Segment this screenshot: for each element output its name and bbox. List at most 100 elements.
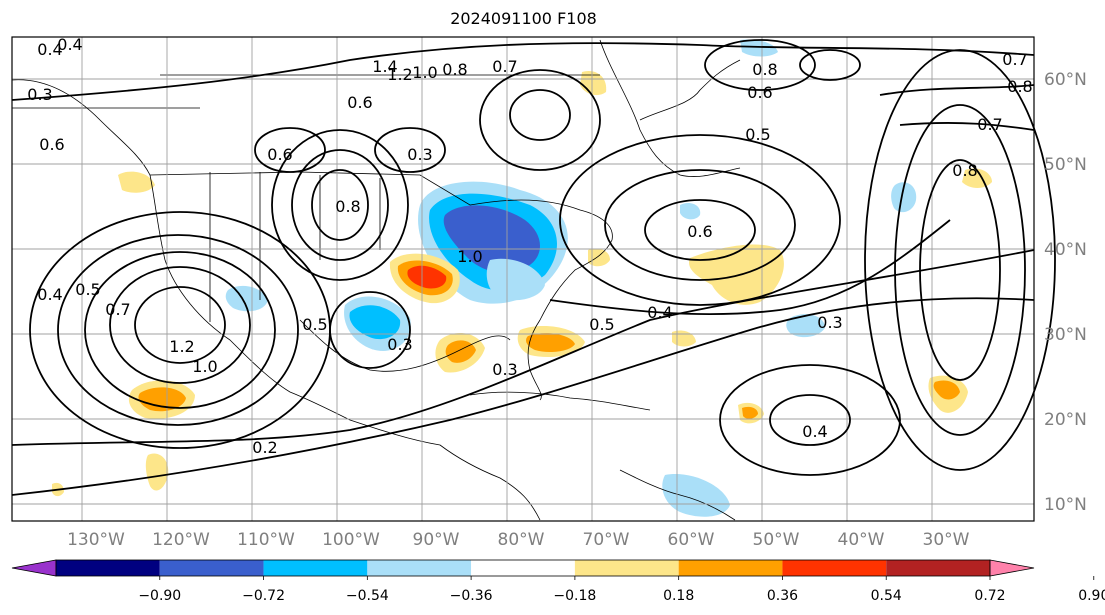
contour-label: 0.5 [745, 125, 770, 144]
contour-label: 0.8 [752, 60, 777, 79]
contour-label: 0.8 [442, 60, 467, 79]
colorbar: −0.90 −0.72 −0.54 −0.36 −0.18 0.18 0.36 0.54 0.7… [11, 559, 1105, 604]
shade-neg-weak [786, 314, 825, 338]
shade-pos-mid [138, 387, 186, 412]
shade-pos-weak [588, 248, 610, 267]
contour-label: 0.6 [687, 222, 712, 241]
contour-label: 0.8 [1007, 77, 1032, 96]
contour-label: 0.3 [817, 313, 842, 332]
contour-label: 0.5 [75, 280, 100, 299]
shade-neg-weak [662, 474, 730, 517]
contour-label: 0.4 [802, 422, 827, 441]
contour-label: 0.2 [252, 438, 277, 457]
map-panel: 0.41.41.2 1.0 0.8 0.70.60.30.80.60.50.80.60… [11, 35, 1056, 522]
contour-label: 0.5 [589, 315, 614, 334]
contour-label: 1.0 [192, 357, 217, 376]
colorbar-tick-label: −0.18 [553, 588, 596, 604]
colorbar-segment [782, 560, 887, 576]
contour-label: 0.5 [302, 315, 327, 334]
contour-lines [11, 39, 1056, 496]
contour-label: 0.6 [39, 135, 64, 154]
contour-label-layer: 0.41.41.2 1.0 0.8 0.70.60.30.80.60.50.80.60… [27, 35, 1032, 457]
shade-pos-weak [672, 330, 696, 347]
contour-label: 0.3 [492, 360, 517, 379]
contour-label: 0.6 [267, 145, 292, 164]
colorbar-tick-label: −0.72 [242, 588, 285, 604]
colorbar-segment [367, 560, 472, 576]
colorbar-segment [886, 560, 990, 576]
contour-label: 1.2 [387, 65, 412, 84]
contour-label: 0.6 [747, 83, 772, 102]
latitude-tick-label: 20°N [1044, 410, 1087, 430]
contour-label: 0.7 [105, 300, 130, 319]
longitude-tick-label: 40°W [838, 530, 885, 550]
contour-label: 0.8 [335, 197, 360, 216]
colorbar-tick-label: 0.18 [663, 588, 694, 604]
contour-label: 0.7 [1002, 50, 1027, 69]
shade-neg-weak [740, 39, 778, 57]
longitude-tick-label: 130°W [67, 530, 125, 550]
contour-label: 1.0 [457, 247, 482, 266]
colorbar-segment [678, 560, 783, 576]
colorbar-tick-label: −0.36 [450, 588, 493, 604]
colorbar-tick-label: 0.72 [974, 588, 1005, 604]
contour-label: 0.4 [37, 285, 62, 304]
contour-label: 0.8 [952, 161, 977, 180]
colorbar-segment [159, 560, 264, 576]
longitude-tick-label: 80°W [498, 530, 545, 550]
latitude-labels: 60°N 50°N 40°N 30°N 20°N 10°N [1044, 70, 1087, 515]
contour-label: 0.4 [647, 303, 672, 322]
shade-neg-weak [680, 203, 701, 220]
shade-pos-strong [407, 265, 447, 289]
shade-pos-mid [742, 406, 758, 419]
shade-neg-strong [443, 205, 540, 273]
colorbar-tick-label: −0.90 [138, 588, 181, 604]
colorbar-segment [574, 560, 679, 576]
shade-neg-weak [891, 182, 917, 213]
longitude-tick-label: 30°W [923, 530, 970, 550]
colorbar-tick-label: 0.36 [767, 588, 798, 604]
contour-label: 1.0 [412, 63, 437, 82]
colorbar-segment [263, 560, 368, 576]
latitude-tick-label: 30°N [1044, 325, 1087, 345]
contour-label: 0.4 [57, 35, 82, 54]
colorbar-tick-label: −0.54 [346, 588, 389, 604]
contour-label: 0.3 [407, 145, 432, 164]
shade-neg-weak [486, 258, 545, 301]
contour-label: 0.7 [492, 57, 517, 76]
contour-label: 1.4 [372, 57, 397, 76]
map-title: 2024091100 F108 [450, 9, 597, 28]
colorbar-segment [56, 560, 160, 576]
longitude-tick-label: 50°W [753, 530, 800, 550]
longitude-tick-label: 60°W [668, 530, 715, 550]
shade-pos-mid [526, 333, 575, 352]
shade-pos-weak [145, 453, 169, 491]
colorbar-tick-label: 0.90 [1078, 588, 1105, 604]
longitude-tick-label: 90°W [413, 530, 460, 550]
contour-label: 0.4 [37, 40, 62, 59]
longitude-labels: 130°W 120°W 110°W 100°W 90°W 80°W 70°W 60°W 50°W… [67, 530, 970, 550]
contour-label: 1.2 [169, 337, 194, 356]
longitude-tick-label: 110°W [237, 530, 295, 550]
latitude-tick-label: 60°N [1044, 70, 1087, 90]
latitude-tick-label: 50°N [1044, 155, 1087, 175]
shading-layer [52, 39, 992, 517]
colorbar-segment [471, 560, 575, 576]
shade-neg-weak [225, 285, 268, 312]
longitude-tick-label: 100°W [322, 530, 380, 550]
shade-pos-mid [933, 380, 960, 400]
shade-pos-weak [118, 171, 155, 193]
longitude-tick-label: 70°W [583, 530, 630, 550]
colorbar-extend-low [11, 559, 57, 577]
longitude-tick-label: 120°W [152, 530, 210, 550]
latitude-tick-label: 40°N [1044, 240, 1087, 260]
contour-label: 0.6 [347, 93, 372, 112]
colorbar-outline [55, 559, 991, 577]
contour-label: 0.3 [27, 85, 52, 104]
colorbar-tick-label: 0.54 [871, 588, 902, 604]
contour-label: 0.7 [977, 115, 1002, 134]
colorbar-extend-high [989, 559, 1035, 577]
contour-label: 0.3 [387, 335, 412, 354]
latitude-tick-label: 10°N [1044, 495, 1087, 515]
